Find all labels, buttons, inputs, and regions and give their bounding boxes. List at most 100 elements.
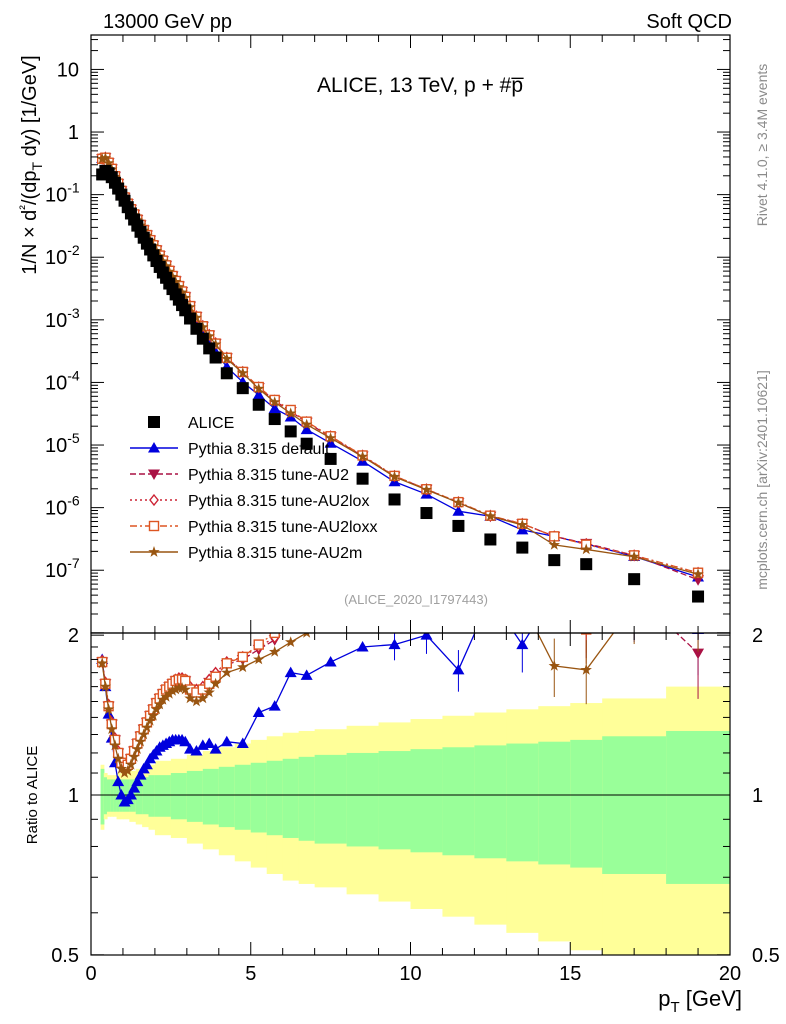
header-right-label: Soft QCD: [646, 11, 732, 33]
ratio-point-1: [285, 622, 297, 633]
x-tick-label: 10: [399, 963, 421, 985]
ratio-point-4: [102, 703, 115, 715]
ratio-point-3: [221, 658, 232, 669]
series-point-4: [190, 311, 203, 323]
ratio-point-4: [548, 659, 560, 671]
series-point-4: [356, 450, 369, 462]
x-tick-label: 15: [559, 963, 581, 985]
ratio-point-0: [580, 618, 592, 629]
ratio-point-1: [516, 589, 528, 600]
ratio-point-1: [325, 603, 337, 614]
ratio-point-4: [122, 764, 134, 776]
ratio-point-4: [628, 599, 640, 610]
series-point-4: [420, 483, 433, 495]
legend: ALICE Pythia 8.315 default Pythia 8.315 tu…: [130, 415, 377, 562]
data-point: [580, 558, 593, 571]
legend-marker: [148, 546, 160, 557]
ratio-point-0: [203, 737, 216, 749]
data-point: [209, 351, 222, 364]
main-plot-frame: [90, 34, 731, 634]
ratio-band-inner: [378, 751, 412, 850]
y-tick-label: 10-6: [45, 493, 80, 520]
series-point-4: [176, 286, 188, 298]
series-point-4: [580, 543, 592, 555]
ratio-point-4: [99, 680, 112, 692]
ratio-point-0: [112, 775, 125, 787]
ratio-point-4: [118, 767, 131, 778]
data-point: [388, 493, 401, 506]
series-point-4: [548, 538, 560, 550]
y-tick-label: 10-5: [45, 430, 80, 457]
ratio-point-2: [550, 588, 558, 598]
x-tick-label: 0: [85, 963, 96, 985]
ratio-point-3: [253, 639, 264, 650]
y-tick-label: 10-4: [45, 367, 80, 394]
data-point: [324, 452, 337, 465]
analysis-id-label: (ALICE_2020_I1797443): [344, 592, 488, 607]
ratio-tick-label-left: 2: [68, 625, 79, 647]
ratio-band-inner: [186, 770, 204, 822]
ratio-band-inner: [474, 745, 507, 859]
series-point-4: [157, 255, 169, 267]
series-point-4: [484, 510, 497, 522]
ratio-y-axis-label: Ratio to ALICE: [24, 746, 41, 844]
ratio-point-4: [131, 743, 143, 754]
ratio-point-0: [628, 597, 640, 608]
ratio-point-3: [302, 603, 311, 612]
legend-label: Pythia 8.315 tune-AU2loxx: [188, 519, 377, 536]
ratio-point-4: [134, 735, 147, 747]
y-tick-label: 1: [68, 122, 79, 144]
ratio-band-inner: [298, 756, 316, 841]
ratio-point-0: [356, 640, 369, 652]
header-left-label: 13000 GeV pp: [103, 11, 232, 33]
ratio-point-4: [147, 709, 159, 721]
ratio-band-inner: [538, 741, 571, 865]
ratio-point-0: [190, 745, 203, 756]
y-tick-label: 10-2: [45, 242, 80, 269]
ratio-point-1: [628, 589, 640, 600]
ratio-point-4: [303, 633, 311, 638]
series-point-4: [692, 568, 704, 580]
ratio-point-4: [138, 728, 150, 740]
ratio-point-0: [179, 735, 192, 747]
ratio-point-0: [516, 638, 529, 650]
ratio-band-inner: [570, 739, 603, 868]
ratio-band-inner: [250, 762, 268, 833]
ratio-band-inner: [154, 775, 172, 817]
side-label-mcplots: mcplots.cern.ch [arXiv:2401.10621]: [754, 370, 770, 589]
series-point-4: [301, 418, 313, 430]
ratio-tick-label-left: 1: [68, 785, 79, 807]
ratio-band-inner: [148, 775, 156, 817]
ratio-point-2: [287, 617, 295, 627]
legend-label: Pythia 8.315 default: [188, 441, 330, 458]
ratio-point-0: [284, 666, 297, 678]
ratio-point-4: [285, 636, 297, 647]
y-tick-label: 10-1: [45, 180, 80, 207]
ratio-point-0: [220, 735, 233, 747]
data-point: [252, 398, 265, 411]
ratio-series-layer: [96, 588, 705, 807]
series-point-0: [300, 423, 313, 435]
data-point: [203, 342, 216, 355]
series-point-4: [203, 330, 215, 342]
series-point-4: [102, 157, 115, 168]
data-point: [196, 332, 209, 345]
ratio-point-2: [518, 588, 526, 598]
ratio-band-inner: [666, 730, 730, 884]
ratio-point-4: [106, 723, 118, 735]
ratio-point-4: [115, 762, 128, 774]
ratio-point-4: [517, 597, 528, 608]
x-tick-label: 5: [245, 963, 256, 985]
ratio-band-inner: [106, 779, 111, 812]
ratio-tick-label-right: 0.5: [752, 945, 780, 967]
legend-marker: [148, 469, 160, 480]
ratio-point-0: [324, 656, 337, 667]
ratio-point-1: [580, 614, 592, 625]
ratio-point-4: [96, 657, 108, 669]
legend-label: Pythia 8.315 tune-AU2lox: [188, 493, 369, 510]
ratio-band-inner: [202, 768, 220, 825]
ratio-point-4: [184, 692, 196, 704]
ratio-point-1: [301, 609, 313, 620]
ratio-point-4: [128, 750, 140, 762]
